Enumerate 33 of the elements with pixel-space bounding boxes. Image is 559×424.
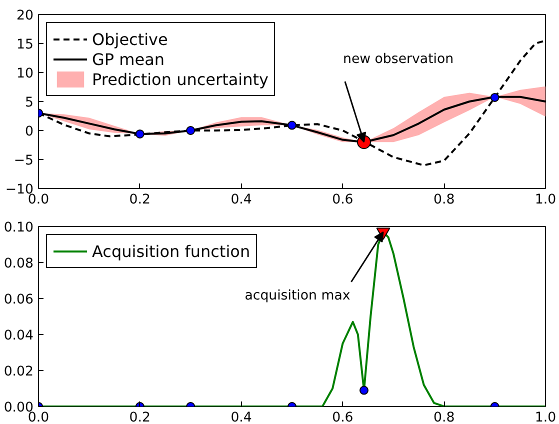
- legend-label: Prediction uncertainty: [92, 70, 268, 88]
- legend-label: GP mean: [92, 50, 165, 68]
- x-tick-label: 0.0: [28, 410, 50, 424]
- y-tick-label: 0.10: [4, 220, 34, 236]
- y-tick-label: 0.08: [4, 256, 34, 272]
- y-tick-label: 20: [16, 8, 34, 24]
- x-tick-label: 0.2: [129, 410, 151, 424]
- point: [186, 126, 196, 135]
- y-tick-label: 0.06: [4, 292, 34, 308]
- y-tick-label: 0.02: [4, 364, 34, 380]
- x-tick-label: 0.2: [129, 192, 151, 208]
- point: [135, 129, 144, 138]
- point: [490, 92, 500, 102]
- y-tick-label: 0: [25, 124, 34, 140]
- legend-label: Objective: [92, 30, 168, 48]
- x-tick-label: 0.6: [332, 192, 354, 208]
- legend-label: Acquisition function: [92, 242, 250, 260]
- y-tick-label: 15: [16, 38, 34, 52]
- y-tick-label: 5: [25, 96, 34, 110]
- x-tick-label: 0.0: [28, 192, 50, 208]
- x-tick-label: 1.0: [534, 192, 556, 208]
- x-tick-label: 0.4: [230, 192, 252, 208]
- x-tick-label: 0.8: [434, 192, 455, 208]
- annotation: acquisition max: [244, 288, 350, 304]
- x-tick-label: 0.4: [230, 410, 252, 424]
- x-tick-label: 0.8: [434, 410, 455, 424]
- x-tick-label: 1.0: [534, 410, 556, 424]
- point: [288, 120, 296, 130]
- y-tick-label: −5: [14, 154, 34, 168]
- y-tick-label: 0.04: [4, 328, 34, 344]
- annotation: new observation: [342, 52, 454, 67]
- x-tick-label: 0.6: [332, 410, 354, 424]
- y-tick-label: 10: [16, 66, 34, 82]
